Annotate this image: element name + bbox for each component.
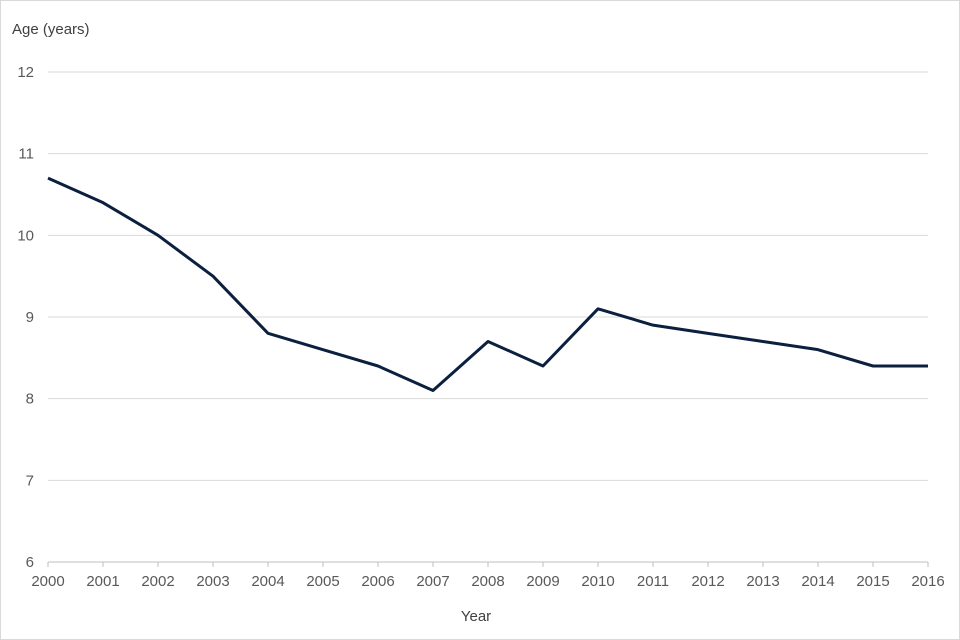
x-tick-label: 2007: [416, 573, 449, 590]
x-tick-label: 2012: [691, 573, 724, 590]
x-tick-label: 2005: [306, 573, 339, 590]
x-tick-label: 2011: [637, 573, 669, 590]
y-tick-label: 6: [26, 554, 34, 571]
gridlines: [48, 71, 928, 481]
y-tick-label: 8: [26, 391, 34, 408]
y-axis-ticks: 6 7 8 9 10 11 12: [17, 64, 34, 571]
x-tick-label: 2003: [196, 573, 229, 590]
x-tick-label: 2009: [526, 573, 559, 590]
series-group: [47, 176, 928, 392]
y-axis-title: Age (years): [12, 21, 90, 38]
x-tick-label: 2004: [251, 573, 284, 590]
y-tick-label: 7: [26, 472, 34, 489]
y-tick-label: 10: [17, 227, 34, 244]
x-axis-ticks: 2000 2001 2002 2003 2004 2005 2006 2007 2008 2009…: [31, 562, 945, 590]
x-tick-label: 2008: [471, 573, 504, 590]
x-axis-title: Year: [461, 608, 491, 625]
y-tick-label: 9: [26, 309, 34, 326]
x-tick-label: 2016: [911, 573, 944, 590]
x-tick-label: 2001: [86, 573, 119, 590]
y-tick-label: 12: [17, 64, 34, 81]
x-tick-label: 2006: [361, 573, 394, 590]
x-tick-label: 2013: [746, 573, 779, 590]
x-tick-label: 2002: [141, 573, 174, 590]
y-tick-label: 11: [18, 146, 34, 163]
x-tick-label: 2015: [856, 573, 889, 590]
x-tick-label: 2010: [581, 573, 614, 590]
x-tick-label: 2000: [31, 573, 64, 590]
x-tick-label: 2014: [801, 573, 834, 590]
series-line: [47, 176, 928, 392]
